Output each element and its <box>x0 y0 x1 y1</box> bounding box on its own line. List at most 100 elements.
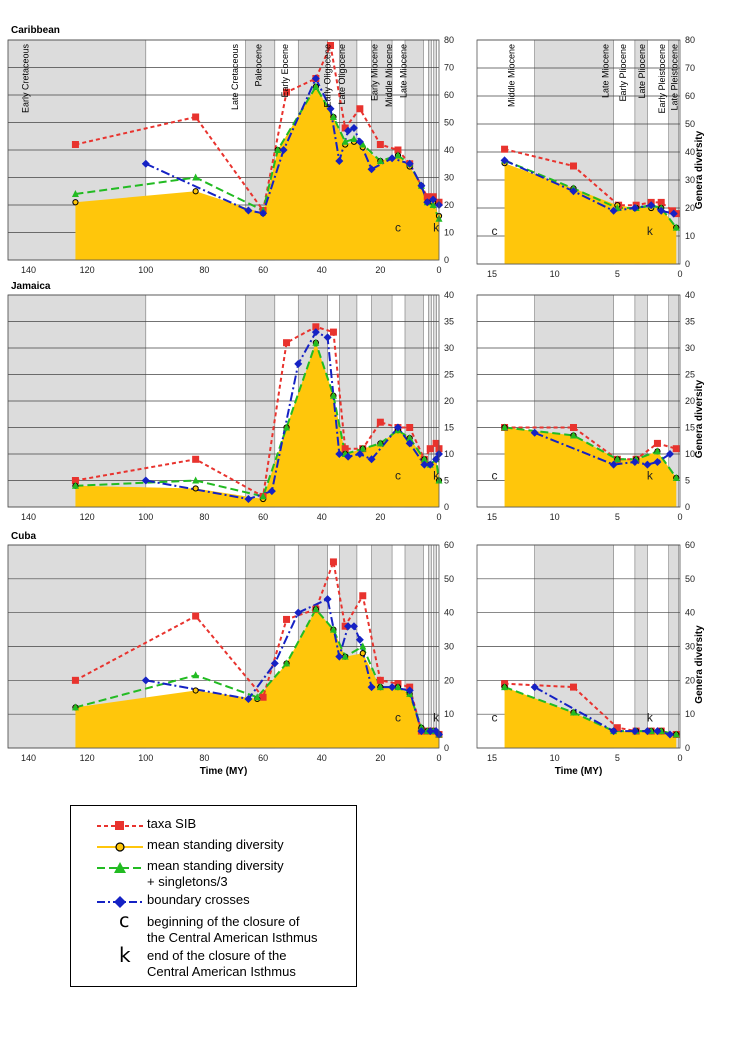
singletons-point <box>329 391 337 399</box>
y-tick-label: 50 <box>685 574 695 584</box>
period-label: Late Pleistocene <box>669 44 679 111</box>
y-tick-label: 60 <box>685 91 695 101</box>
y-tick-label: 20 <box>685 396 695 406</box>
boundary-point <box>665 730 674 739</box>
boundary-point <box>423 198 432 207</box>
taxa-point <box>283 615 291 623</box>
isthmus-marker-k: k <box>433 711 440 725</box>
period-label: Early Oligocene <box>323 44 333 108</box>
x-tick-label: 0 <box>436 265 441 275</box>
x-tick-label: 0 <box>677 512 682 522</box>
singletons-point <box>429 201 437 208</box>
y-tick-label: 10 <box>685 449 695 459</box>
y-tick-label: 25 <box>444 370 454 380</box>
taxa-point <box>501 145 509 153</box>
taxa-point <box>569 162 577 170</box>
boundary-point <box>630 457 639 466</box>
x-tick-label: 0 <box>677 753 682 763</box>
mean-diversity-area <box>75 86 440 260</box>
taxa-point <box>329 328 337 336</box>
singletons-point <box>672 473 680 481</box>
singletons-point <box>569 708 577 716</box>
taxa-point <box>657 198 665 206</box>
period-label: Early Miocene <box>369 44 379 101</box>
taxa-point <box>259 693 267 701</box>
boundary-point <box>244 495 253 504</box>
x-tick-label: 10 <box>550 753 560 763</box>
legend-symbol-mean-standing-diversity <box>97 842 143 852</box>
x-tick-label: 15 <box>487 753 497 763</box>
y-tick-label: 10 <box>444 228 454 238</box>
boundary-point <box>393 423 402 432</box>
boundary-point <box>630 204 639 212</box>
isthmus-marker-c: c <box>492 711 498 725</box>
boundary-point <box>344 126 353 135</box>
singletons-point <box>394 683 402 691</box>
legend-item-boundary-crosses: boundary crosses <box>71 892 356 914</box>
x-tick-label: 20 <box>375 265 385 275</box>
legend-label-c-line1: beginning of the closure of <box>147 914 300 929</box>
period-label: Early Cretaceous <box>21 44 31 114</box>
taxa-point <box>192 113 200 121</box>
y-tick-label: 70 <box>685 63 695 73</box>
boundary-point <box>653 727 662 736</box>
boundary-point <box>609 727 618 736</box>
plot-frame <box>476 39 681 265</box>
boundary-point <box>335 652 344 661</box>
boundary-point <box>405 159 414 168</box>
legend-label-mean-standing-diversity: mean standing diversity <box>147 837 284 852</box>
boundary-point <box>335 450 344 458</box>
y-tick-label: 30 <box>444 642 454 652</box>
boundary-point <box>267 487 276 496</box>
y-tick-label: 0 <box>685 502 690 512</box>
chart-panel-5: c k 0 10 20 30 40 50 60 140 120 100 80 60 40 20 0 Cuba Tim… <box>7 531 454 777</box>
y-tick-label: 40 <box>685 147 695 157</box>
taxa-point <box>406 424 414 431</box>
isthmus-marker-c: c <box>395 220 401 234</box>
singletons-point <box>359 140 367 148</box>
taxa-point <box>71 676 79 684</box>
taxa-point <box>192 612 200 620</box>
boundary-point <box>323 333 332 342</box>
period-label: Late Pliocene <box>637 44 647 99</box>
y-tick-label: 20 <box>685 203 695 213</box>
singletons-point <box>501 683 509 691</box>
boundary-point <box>311 74 320 83</box>
x-tick-label: 40 <box>317 265 327 275</box>
taxa-point <box>423 193 431 201</box>
y-axis-label: Genera diversity <box>694 379 705 458</box>
boundary-point <box>367 165 376 174</box>
boundary-point <box>653 457 662 466</box>
legend-label-taxa-sib: taxa SIB <box>147 816 197 831</box>
singletons-point <box>672 223 680 231</box>
taxa-point <box>283 339 291 347</box>
singletons-point <box>406 434 414 442</box>
singletons-point <box>341 137 349 145</box>
legend-label-k-line1: end of the closure of the <box>147 948 287 963</box>
y-tick-label: 40 <box>444 145 454 155</box>
singletons-point <box>71 481 79 489</box>
x-tick-label: 20 <box>375 753 385 763</box>
boundary-point <box>349 622 358 631</box>
taxa-point <box>668 207 676 215</box>
singletons-point <box>341 652 349 660</box>
x-tick-label: 15 <box>487 269 497 279</box>
y-tick-label: 10 <box>685 709 695 719</box>
boundary-point <box>244 206 253 215</box>
boundary-point <box>405 439 414 448</box>
singletons-point <box>359 642 367 650</box>
singletons-point <box>653 447 661 455</box>
boundary-point <box>355 450 364 458</box>
boundary-point <box>344 622 353 631</box>
isthmus-marker-k: k <box>647 224 654 238</box>
y-tick-label: 60 <box>685 540 695 550</box>
legend-item-k: k end of the closure of the Central Amer… <box>71 943 356 980</box>
singletons-point <box>359 444 367 452</box>
y-tick-label: 60 <box>444 540 454 550</box>
boundary-point <box>420 460 429 469</box>
y-axis-label: Genera diversity <box>694 625 705 704</box>
singletons-point <box>192 671 200 679</box>
y-tick-label: 80 <box>685 35 695 45</box>
plot-frame <box>7 39 440 261</box>
